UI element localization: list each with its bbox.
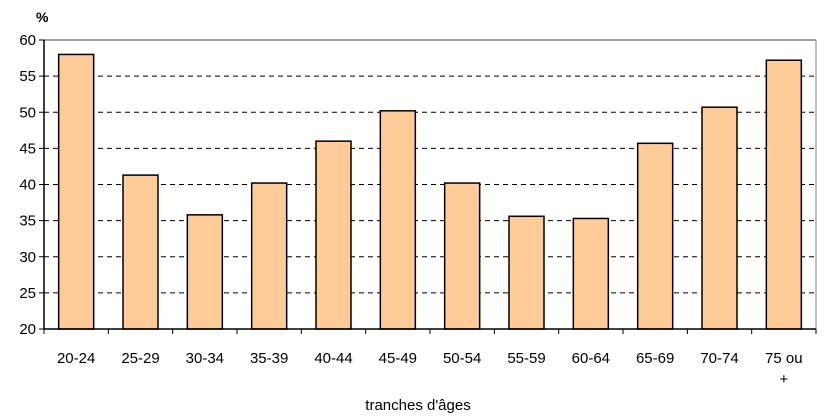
y-tick-label: 45 [19,140,36,157]
x-tick-label: 55-59 [507,350,545,367]
bar-70-74 [701,106,738,330]
grid-lines [44,75,816,294]
x-tick-label: 40-44 [314,350,352,367]
x-tick-label: 30-34 [186,350,224,367]
bar-55-59 [508,215,545,330]
y-tick-label: 30 [19,249,36,266]
y-tick-label: 40 [19,177,36,194]
bar-65-69 [636,142,674,330]
bar-50-54 [443,182,481,330]
bar-35-39 [250,182,288,330]
x-tick-label: 75 ou + [765,350,803,388]
x-tick-labels: 20-24 25-29 30-34 35-39 40-44 45-49 50-54 55-59… [57,350,803,388]
y-unit-label: % [36,9,49,25]
y-tick-label: 20 [19,321,36,338]
x-tick-label: 70-74 [700,350,738,367]
bar-30-34 [186,214,224,330]
y-tick-label: 50 [19,104,36,121]
bars [57,53,803,330]
x-tick-label: 45-49 [379,350,417,367]
bar-60-64 [572,217,610,330]
x-tick-label: 50-54 [443,350,481,367]
y-tick-label: 35 [19,213,36,230]
x-tick-label: 65-69 [636,350,674,367]
x-axis-title: tranches d'âges [365,397,470,414]
bar-40-44 [315,140,352,330]
bar-20-24 [57,53,95,330]
x-tick-label: 25-29 [121,350,159,367]
x-tick-label: 35-39 [250,350,288,367]
bar-25-29 [122,174,159,330]
x-tick-label: 20-24 [57,350,95,367]
y-tick-label: 55 [19,68,36,85]
y-tick-labels: 20 25 30 35 40 45 50 55 60 [19,32,36,338]
y-tick-label: 60 [19,32,36,49]
bar-45-49 [379,110,417,330]
x-tick-label: 60-64 [572,350,610,367]
bar-75-ou-+ [765,59,803,330]
y-tick-label: 25 [19,285,36,302]
axes [39,39,817,334]
